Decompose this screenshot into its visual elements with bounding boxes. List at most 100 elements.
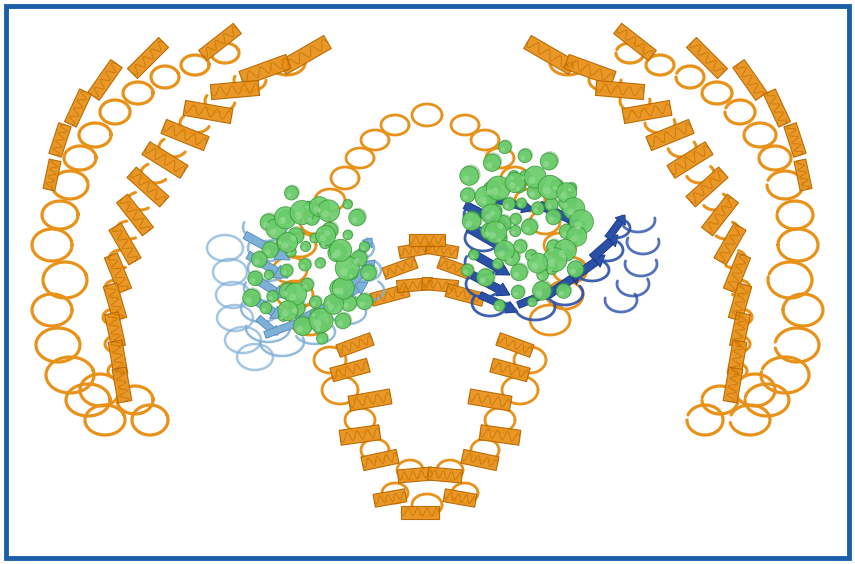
Circle shape <box>528 255 532 259</box>
Circle shape <box>329 243 347 261</box>
Polygon shape <box>702 194 739 236</box>
Circle shape <box>335 256 359 280</box>
Circle shape <box>485 214 492 220</box>
Circle shape <box>522 219 537 235</box>
Circle shape <box>528 183 544 199</box>
Polygon shape <box>490 358 530 382</box>
Circle shape <box>545 196 559 210</box>
Circle shape <box>511 262 529 280</box>
Circle shape <box>305 206 309 209</box>
Circle shape <box>317 332 329 343</box>
Polygon shape <box>494 215 510 228</box>
Polygon shape <box>764 89 791 127</box>
Circle shape <box>325 295 336 306</box>
Circle shape <box>551 178 565 192</box>
Circle shape <box>546 208 563 224</box>
Circle shape <box>279 210 292 224</box>
Circle shape <box>278 232 298 253</box>
Circle shape <box>280 263 294 276</box>
Circle shape <box>481 223 498 240</box>
Circle shape <box>469 249 480 259</box>
Polygon shape <box>496 283 510 296</box>
Circle shape <box>315 202 327 214</box>
Circle shape <box>470 254 474 258</box>
Circle shape <box>304 211 319 225</box>
Circle shape <box>553 186 557 190</box>
Circle shape <box>293 317 312 336</box>
Circle shape <box>543 248 567 272</box>
Circle shape <box>462 263 475 276</box>
Circle shape <box>486 189 492 195</box>
Polygon shape <box>714 223 746 265</box>
Circle shape <box>461 264 474 276</box>
Polygon shape <box>569 272 582 284</box>
Circle shape <box>335 313 351 329</box>
Circle shape <box>285 283 307 305</box>
Polygon shape <box>161 120 209 151</box>
Circle shape <box>278 301 298 321</box>
Polygon shape <box>256 315 274 333</box>
Circle shape <box>547 239 562 253</box>
Circle shape <box>285 186 298 200</box>
Polygon shape <box>425 241 459 259</box>
Circle shape <box>546 263 557 275</box>
Circle shape <box>292 308 298 314</box>
Circle shape <box>532 263 538 269</box>
Circle shape <box>526 249 538 261</box>
Polygon shape <box>605 219 623 240</box>
Circle shape <box>267 290 278 302</box>
Circle shape <box>481 222 499 239</box>
Circle shape <box>304 200 314 210</box>
Circle shape <box>344 199 353 209</box>
Polygon shape <box>109 223 141 265</box>
Circle shape <box>512 219 516 223</box>
Circle shape <box>311 302 315 306</box>
Circle shape <box>274 207 297 229</box>
Polygon shape <box>363 238 372 248</box>
Polygon shape <box>263 319 298 338</box>
Circle shape <box>516 187 520 191</box>
Polygon shape <box>108 340 128 376</box>
Circle shape <box>557 283 572 298</box>
Polygon shape <box>570 258 598 281</box>
Polygon shape <box>336 333 374 357</box>
Circle shape <box>288 226 305 243</box>
Circle shape <box>531 202 544 215</box>
Polygon shape <box>339 425 380 445</box>
Circle shape <box>251 278 256 283</box>
Polygon shape <box>239 54 291 86</box>
Circle shape <box>343 230 352 240</box>
Circle shape <box>282 291 288 297</box>
Circle shape <box>260 214 277 231</box>
Polygon shape <box>667 142 713 178</box>
Circle shape <box>554 239 576 261</box>
Circle shape <box>545 210 561 224</box>
Circle shape <box>268 296 273 300</box>
Circle shape <box>534 208 538 213</box>
Circle shape <box>262 242 279 258</box>
Polygon shape <box>495 239 510 252</box>
Circle shape <box>522 218 539 234</box>
Polygon shape <box>363 260 375 272</box>
Circle shape <box>310 295 322 307</box>
Circle shape <box>504 250 520 266</box>
Circle shape <box>521 156 525 160</box>
Circle shape <box>310 309 320 318</box>
Circle shape <box>281 242 288 249</box>
Polygon shape <box>361 450 399 470</box>
Circle shape <box>483 182 500 198</box>
Circle shape <box>321 223 338 239</box>
Circle shape <box>569 210 593 234</box>
Polygon shape <box>723 253 751 293</box>
Circle shape <box>289 300 305 316</box>
Circle shape <box>325 296 335 307</box>
Circle shape <box>518 149 532 162</box>
Polygon shape <box>116 194 153 236</box>
Circle shape <box>495 215 511 232</box>
Circle shape <box>510 224 522 236</box>
Polygon shape <box>401 505 439 518</box>
Circle shape <box>484 180 501 197</box>
Circle shape <box>469 250 479 260</box>
Polygon shape <box>183 100 233 124</box>
Circle shape <box>280 316 284 320</box>
